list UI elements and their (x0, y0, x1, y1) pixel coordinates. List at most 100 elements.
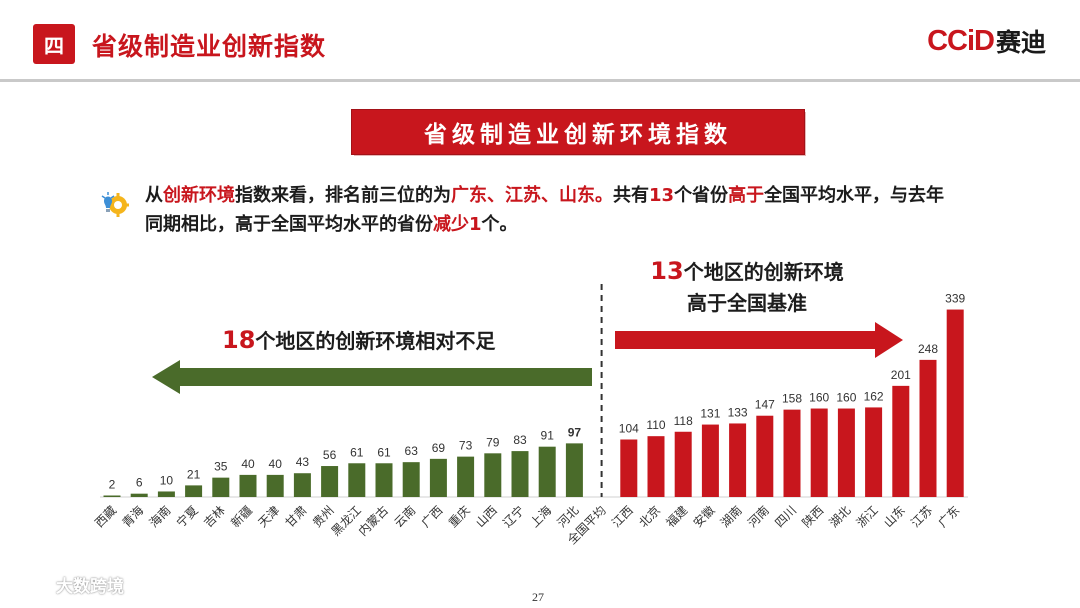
header-divider (0, 79, 1080, 82)
data-label: 40 (241, 457, 255, 471)
data-label: 248 (918, 342, 938, 356)
bar (919, 359, 937, 497)
bar (375, 463, 393, 497)
bar (647, 436, 665, 497)
page-title: 省级制造业创新指数 (92, 32, 327, 61)
category-label: 宁夏 (173, 503, 201, 531)
summary-run: 指数来看，排名前三位的为 (235, 185, 451, 206)
category-label: 江西 (609, 503, 636, 530)
bar (157, 491, 175, 497)
category-label: 甘肃 (283, 503, 310, 530)
category-label: 河南 (744, 503, 772, 531)
summary-highlight: 减少1 (433, 214, 482, 235)
category-label: 吉林 (201, 503, 228, 530)
category-label: 北京 (636, 503, 663, 530)
section-number: 四 (44, 33, 64, 58)
category-label: 内蒙古 (355, 503, 391, 539)
data-label: 131 (700, 407, 720, 421)
data-label: 69 (432, 441, 446, 455)
bar (484, 453, 502, 497)
below-text: 个地区的创新环境相对不足 (255, 329, 496, 353)
page-number: 27 (532, 590, 544, 604)
data-label: 61 (350, 445, 364, 459)
category-label: 海南 (146, 503, 174, 531)
bar (810, 408, 828, 497)
header: 四 省级制造业创新指数 CCiD 赛迪 (0, 0, 1080, 80)
bar (293, 473, 311, 497)
data-label: 160 (809, 391, 829, 405)
data-label: 104 (619, 421, 639, 435)
data-label: 91 (541, 429, 555, 443)
category-label: 上海 (527, 503, 555, 531)
above-baseline-note: 13个地区的创新环境 高于全国基准 (612, 256, 882, 319)
data-label: 10 (160, 473, 174, 487)
category-label: 江苏 (908, 503, 935, 530)
data-label: 73 (459, 439, 473, 453)
data-label: 97 (568, 425, 582, 439)
section-banner: 省级制造业创新环境指数 (352, 110, 804, 154)
data-label: 160 (836, 391, 856, 405)
data-label: 147 (755, 398, 775, 412)
summary-highlight: 高于 (728, 185, 765, 206)
data-label: 6 (136, 476, 143, 490)
above-line2: 高于全国基准 (687, 291, 807, 315)
left-arrow (152, 360, 592, 394)
logo-cn: 赛迪 (995, 28, 1046, 57)
data-label: 21 (187, 467, 201, 481)
bar (865, 407, 883, 497)
category-label: 广西 (419, 503, 446, 530)
summary-highlight: 13 (649, 185, 675, 206)
summary-highlight: 广东、江苏、山东。 (451, 185, 613, 206)
bar (429, 458, 447, 497)
data-label: 63 (405, 444, 419, 458)
summary-run: 个省份 (674, 185, 729, 206)
category-label: 广东 (935, 503, 962, 530)
data-label: 2 (109, 478, 116, 492)
data-label: 201 (891, 368, 911, 382)
below-count: 18 (222, 326, 256, 354)
bar (538, 446, 556, 497)
watermark: 大数跨境 (10, 572, 124, 597)
category-label: 辽宁 (500, 503, 528, 531)
category-label: 湖北 (826, 503, 854, 531)
bar (565, 443, 583, 497)
category-label: 云南 (391, 503, 419, 531)
data-label: 162 (864, 389, 884, 403)
watermark-logo-icon (12, 577, 49, 592)
data-label: 43 (296, 455, 310, 469)
summary-run: 全国平均水平，与去年同期相比，高于全国平均水平的省份 (145, 185, 945, 235)
above-count: 13 (650, 257, 684, 285)
category-label: 山东 (881, 503, 908, 530)
category-label: 福建 (663, 503, 691, 531)
category-label: 西藏 (92, 503, 119, 530)
category-label: 山西 (473, 503, 500, 530)
right-arrow (615, 322, 903, 358)
category-label: 浙江 (854, 503, 881, 530)
category-label: 安徽 (690, 503, 718, 531)
data-label: 118 (674, 414, 693, 428)
data-label: 56 (323, 448, 337, 462)
summary-run: 个。 (481, 214, 518, 235)
bar (620, 439, 638, 497)
data-label: 35 (214, 460, 228, 474)
watermark-text: 大数跨境 (56, 577, 124, 597)
bar (756, 415, 774, 497)
bar (321, 466, 339, 497)
bar (674, 431, 692, 497)
data-label: 83 (513, 433, 527, 447)
ccid-logo: CCiD 赛迪 (927, 24, 1046, 58)
bar (348, 463, 366, 497)
category-label: 新疆 (228, 503, 256, 531)
bar (946, 309, 964, 497)
summary-highlight: 创新环境 (163, 185, 235, 206)
bar (185, 485, 203, 497)
bar (239, 474, 257, 497)
bar (783, 409, 801, 497)
bar (266, 474, 284, 497)
category-label: 黑龙江 (329, 503, 364, 538)
data-label: 61 (377, 445, 391, 459)
category-label: 湖南 (717, 503, 745, 531)
bar (130, 493, 148, 497)
category-label: 天津 (255, 503, 282, 530)
